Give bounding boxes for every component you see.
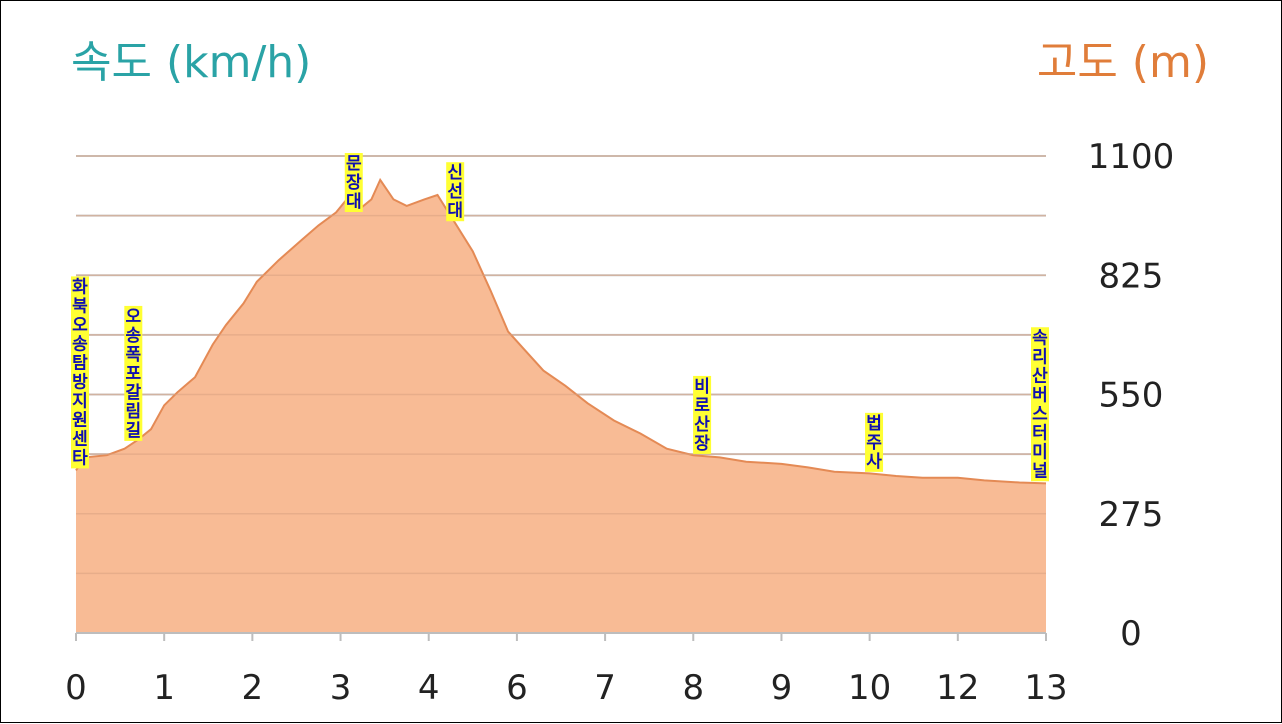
waypoint-label-char: 장 <box>694 434 710 454</box>
waypoint-label-char: 리 <box>1032 347 1048 367</box>
x-tick-label: 13 <box>1024 668 1067 708</box>
waypoint-label-char: 오 <box>125 307 141 327</box>
y-tick-label: 825 <box>1099 256 1164 296</box>
x-axis-ticks: 0 1 2 3 4 6 7 8 9 10 12 13 <box>65 668 1067 708</box>
waypoint-label: 문장대 <box>344 153 363 212</box>
waypoint-label-bg <box>71 276 89 469</box>
waypoint-label-char: 오 <box>72 315 88 335</box>
elevation-area-fill <box>76 179 1046 633</box>
waypoint-label-char: 산 <box>694 415 710 435</box>
x-tick-label: 1 <box>153 668 175 708</box>
waypoint-label: 법주사 <box>865 412 884 472</box>
waypoint-label-char: 원 <box>72 410 88 430</box>
elevation-line <box>75 177 1047 485</box>
x-tick-label: 0 <box>65 668 87 708</box>
right-axis-title: 고도 (m) <box>1037 37 1209 88</box>
y-tick-label: 1100 <box>1088 137 1175 177</box>
x-tick-label: 4 <box>418 668 440 708</box>
waypoint-label-char: 송 <box>125 326 141 346</box>
waypoint-label-char: 길 <box>125 421 141 441</box>
waypoint-label-bg <box>1031 327 1049 482</box>
waypoint-label-bg <box>344 153 363 212</box>
x-tick-label: 12 <box>936 668 979 708</box>
waypoint-label-char: 장 <box>346 173 362 193</box>
waypoint-label-char: 터 <box>1032 423 1048 443</box>
waypoint-label-char: 림 <box>125 402 141 422</box>
waypoint-label-char: 대 <box>346 192 362 212</box>
waypoint-label-char: 스 <box>1032 404 1048 424</box>
waypoint-label-char: 송 <box>72 334 88 354</box>
waypoint-label-char: 문 <box>346 154 362 174</box>
x-tick-label: 9 <box>771 668 793 708</box>
x-axis <box>75 632 1047 641</box>
waypoint-label-char: 지 <box>72 391 88 411</box>
x-tick-label: 3 <box>330 668 352 708</box>
waypoint-label-char: 센 <box>72 429 88 449</box>
waypoint-label-char: 사 <box>866 452 882 472</box>
left-axis-title: 속도 (km/h) <box>71 37 311 88</box>
waypoint-label-bg <box>124 305 143 441</box>
waypoint-label-char: 선 <box>447 182 463 202</box>
x-tick-label: 10 <box>848 668 891 708</box>
waypoint-label-char: 포 <box>125 364 141 384</box>
waypoint-label-char: 대 <box>447 201 463 221</box>
waypoint-label-char: 법 <box>866 414 882 434</box>
waypoint-label-char: 화 <box>72 277 88 297</box>
waypoint-label-char: 타 <box>72 448 88 468</box>
x-tick-label: 7 <box>594 668 616 708</box>
y-tick-label: 275 <box>1099 495 1164 535</box>
waypoint-label-char: 로 <box>694 396 710 416</box>
waypoint-label-char: 북 <box>72 296 88 316</box>
waypoint-label-char: 주 <box>866 433 882 453</box>
waypoint-label-char: 방 <box>72 372 88 392</box>
waypoint-label-char: 버 <box>1032 385 1048 405</box>
waypoint-label-bg <box>446 162 465 222</box>
x-tick-label: 2 <box>242 668 264 708</box>
waypoint-label-bg <box>693 375 712 454</box>
waypoint-label-char: 속 <box>1032 328 1048 348</box>
y-axis-ticks: 0 275 550 825 1100 <box>1088 137 1175 654</box>
x-tick-label: 6 <box>506 668 528 708</box>
y-tick-label: 0 <box>1120 614 1142 654</box>
waypoint-label-char: 산 <box>1032 366 1048 386</box>
y-tick-label: 550 <box>1099 376 1164 416</box>
waypoint-label-bg <box>865 412 884 472</box>
waypoint-label-char: 갈 <box>125 383 141 403</box>
x-tick-label: 8 <box>682 668 704 708</box>
waypoint-label-char: 미 <box>1032 442 1048 462</box>
waypoint-label-char: 널 <box>1032 461 1048 481</box>
elevation-area <box>75 155 1047 633</box>
waypoint-label: 신선대 <box>446 162 465 222</box>
waypoint-label-char: 탐 <box>72 353 88 373</box>
waypoint-label-char: 신 <box>447 163 463 183</box>
waypoint-label-char: 비 <box>694 377 710 397</box>
waypoint-label-char: 폭 <box>125 345 141 365</box>
